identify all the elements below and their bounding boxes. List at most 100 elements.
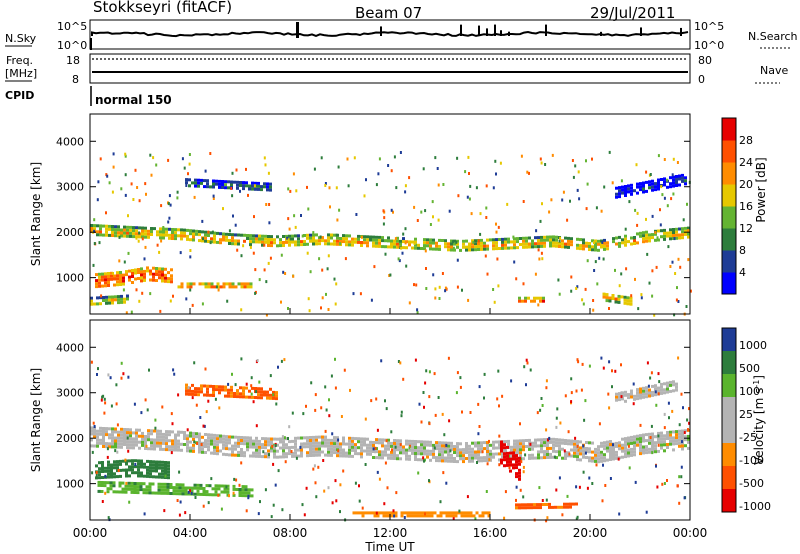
data-speckle [468,197,471,201]
data-cell [351,240,354,244]
data-cell [639,182,642,186]
data-speckle [127,375,130,379]
data-cell [524,503,527,507]
data-cell [651,444,654,448]
data-cell [411,442,414,446]
data-cell [140,267,143,271]
data-cell [684,232,687,236]
data-cell [618,189,621,193]
data-cell [611,294,615,297]
data-cell [438,444,441,448]
data-cell [453,239,456,243]
data-cell [108,227,111,231]
data-cell [249,445,252,449]
data-speckle [513,260,516,264]
data-cell [249,243,252,247]
data-speckle [557,278,560,282]
data-cell [531,453,534,457]
data-cell [681,432,684,436]
data-cell [576,243,579,247]
data-cell [107,463,110,467]
data-cell [462,448,465,452]
data-cell [660,391,663,395]
data-cell [260,393,263,397]
data-speckle [149,153,152,157]
data-cell [282,235,285,238]
data-cell [672,380,675,384]
data-speckle [207,399,210,403]
data-speckle [591,482,594,485]
data-cell [285,455,288,459]
data-cell [624,243,627,247]
data-cell [564,245,567,249]
data-cell [249,436,252,440]
data-cell [152,266,155,270]
data-cell [267,449,270,453]
data-speckle [620,391,623,395]
data-cell [513,445,516,449]
data-cell [669,182,672,186]
data-speckle [331,501,334,505]
data-cell [269,182,272,186]
data-cell [148,491,152,495]
data-speckle [649,436,652,439]
data-cell [591,441,594,445]
data-cell [423,241,426,245]
data-cell [204,230,207,234]
data-cell [474,245,477,249]
data-cell [684,444,687,448]
data-cell [242,181,245,185]
data-cell [96,444,99,448]
data-cell [102,433,105,436]
data-cell [555,244,558,248]
data-cell [420,458,423,462]
data-speckle [474,517,477,521]
data-cell [163,488,167,492]
data-cell [300,451,303,455]
data-cell [654,387,657,391]
data-cell [536,503,539,507]
data-cell [162,230,165,234]
data-cell [279,244,282,248]
data-cell [216,449,219,453]
data-cell [585,244,588,248]
data-speckle [593,269,596,272]
data-cell [112,484,116,488]
data-cell [478,514,482,518]
data-speckle [249,245,252,249]
data-cell [240,436,243,439]
data-cell [162,435,165,439]
data-cell [218,185,221,189]
data-cell [375,244,378,248]
data-cell [472,514,476,518]
data-cell [226,490,230,494]
data-speckle [546,516,549,520]
data-speckle [612,443,614,447]
data-cell [639,452,642,456]
data-cell [405,457,408,461]
data-cell [276,455,279,459]
data-speckle [608,360,611,364]
data-cell [213,451,216,455]
data-speckle [413,242,416,245]
data-cell [430,511,434,515]
data-speckle [608,307,610,310]
data-cell [366,437,369,441]
data-cell [351,237,354,241]
data-cell [681,435,684,439]
data-cell [164,467,167,470]
data-cell [174,231,177,235]
data-cell [198,441,201,445]
data-speckle [240,308,243,312]
nsearch-spike [486,28,488,36]
data-cell [627,240,630,244]
data-cell [130,484,134,488]
data-cell [354,437,357,441]
data-cell [546,444,549,447]
data-cell [669,442,672,446]
data-cell [180,448,183,452]
data-cell [417,449,420,453]
data-cell [663,183,666,187]
data-cell [639,449,642,453]
data-cell [435,459,438,463]
